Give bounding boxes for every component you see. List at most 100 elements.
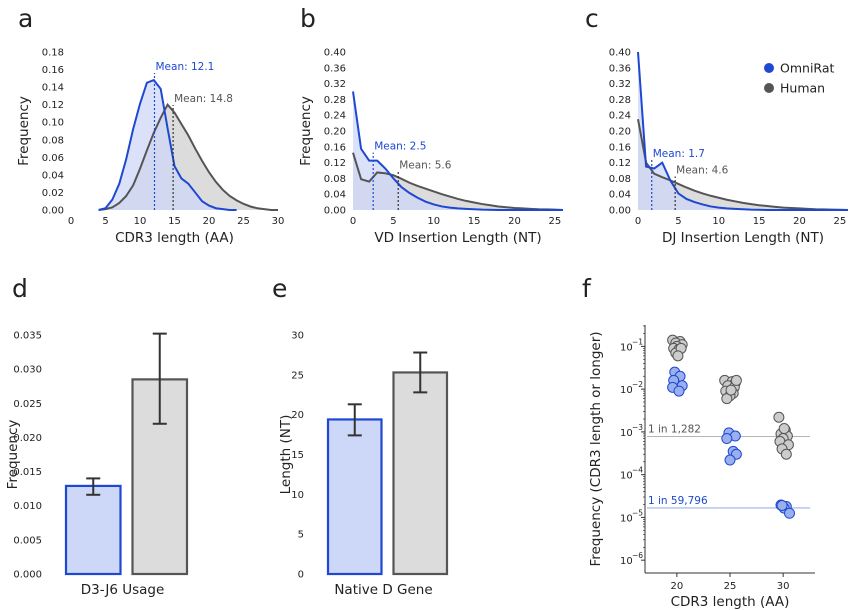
xtick-label-a-5: 25: [237, 216, 250, 227]
point-human-29: [780, 448, 792, 460]
ytick-label-b-3: 0.12: [324, 158, 346, 169]
xtick-label-b-0: 0: [350, 216, 356, 227]
area-fill-omnirat-a: [98, 80, 237, 210]
xtick-label-c-1: 5: [675, 216, 681, 227]
point-human-21: [773, 411, 785, 423]
xtick-label-a-3: 15: [168, 216, 181, 227]
reference-label-omnirat: 1 in 59,796: [648, 495, 708, 507]
y-axis-label-d: Frequency: [5, 420, 21, 490]
legend-marker-omnirat: [764, 63, 774, 73]
xtick-label-f-2: 30: [777, 581, 790, 592]
ytick-label-d-1: 0.005: [13, 535, 42, 546]
point-human-9: [672, 350, 684, 362]
ytick-label-f-5: 10: [620, 556, 633, 567]
ytick-label-b-10: 0.40: [324, 48, 346, 59]
ytick-label-e-3: 15: [291, 450, 304, 461]
point-omnirat-8: [721, 433, 733, 445]
ytick-label-e-5: 25: [291, 370, 304, 381]
series-line-human-a: [98, 102, 278, 211]
ytick-label-a-0: 0.00: [42, 206, 64, 217]
ytick-exponent-f-3: −4: [632, 466, 643, 475]
xtick-label-a-1: 5: [102, 216, 108, 227]
area-fill-omnirat-c: [638, 52, 848, 210]
series-line-omnirat-c: [637, 51, 848, 211]
ytick-label-c-0: 0.00: [609, 206, 631, 217]
ytick-label-c-3: 0.12: [609, 158, 631, 169]
series-line-human-b: [352, 152, 564, 211]
ytick-exponent-f-4: −5: [632, 508, 643, 517]
mean-label-human-a: Mean: 14.8: [174, 93, 233, 105]
y-axis-label-e: Length (NT): [278, 415, 294, 495]
ytick-label-b-2: 0.08: [324, 174, 346, 185]
y-axis-label-a: Frequency: [16, 96, 32, 166]
ytick-exponent-f-2: −3: [632, 423, 643, 432]
point-omnirat-5: [673, 385, 685, 397]
ytick-label-d-7: 0.035: [13, 331, 42, 342]
x-axis-label-b: VD Insertion Length (NT): [374, 230, 541, 246]
ytick-label-c-4: 0.16: [609, 142, 631, 153]
legend-label-human: Human: [780, 81, 825, 96]
bar-omnirat-d: [64, 484, 122, 576]
series-line-omnirat-a: [98, 78, 237, 211]
panel-label-d: d: [12, 274, 28, 303]
mean-label-omnirat-a: Mean: 12.1: [155, 61, 214, 73]
ytick-label-d-4: 0.020: [13, 433, 42, 444]
xtick-label-c-4: 20: [793, 216, 806, 227]
ytick-label-c-1: 0.04: [609, 190, 631, 201]
ytick-label-f-4: 10: [620, 513, 633, 524]
xtick-label-f-1: 25: [724, 581, 737, 592]
xtick-label-b-3: 15: [468, 216, 481, 227]
xtick-label-b-2: 10: [427, 216, 440, 227]
ytick-label-b-9: 0.36: [324, 63, 346, 74]
ytick-label-f-1: 10: [620, 385, 633, 396]
point-omnirat-11: [724, 454, 736, 466]
xtick-label-c-3: 15: [753, 216, 766, 227]
ytick-label-a-8: 0.16: [42, 65, 64, 76]
ytick-exponent-f-1: −2: [632, 380, 643, 389]
y-axis-label-b: Frequency: [298, 96, 314, 166]
ytick-label-b-0: 0.00: [324, 206, 346, 217]
xtick-label-c-2: 10: [712, 216, 725, 227]
ytick-label-c-2: 0.08: [609, 174, 631, 185]
ytick-label-a-5: 0.10: [42, 118, 64, 129]
ytick-label-c-6: 0.24: [609, 111, 631, 122]
ytick-label-b-5: 0.20: [324, 127, 346, 138]
ytick-label-a-9: 0.18: [42, 48, 64, 59]
ytick-label-d-2: 0.010: [13, 501, 42, 512]
ytick-label-a-1: 0.02: [42, 188, 64, 199]
point-human-18: [730, 374, 742, 386]
ytick-label-b-4: 0.16: [324, 142, 346, 153]
point-human-19: [721, 393, 733, 405]
ytick-label-b-6: 0.24: [324, 111, 346, 122]
panel-label-f: f: [582, 274, 592, 303]
ytick-label-b-1: 0.04: [324, 190, 346, 201]
ytick-label-c-8: 0.32: [609, 79, 631, 90]
ytick-exponent-f-0: −1: [632, 337, 643, 346]
ytick-label-f-0: 10: [620, 342, 633, 353]
panel-label-e: e: [272, 274, 287, 303]
panel-label-b: b: [300, 4, 316, 33]
xtick-label-c-5: 25: [834, 216, 847, 227]
x-axis-label-e: Native D Gene: [334, 582, 432, 598]
y-axis-label-f: Frequency (CDR3 length or longer): [588, 331, 604, 566]
ytick-label-f-2: 10: [620, 428, 633, 439]
point-human-20: [725, 384, 737, 396]
ytick-label-d-5: 0.025: [13, 399, 42, 410]
xtick-label-f-0: 20: [671, 581, 684, 592]
x-axis-label-d: D3-J6 Usage: [81, 582, 165, 598]
ytick-label-c-7: 0.28: [609, 95, 631, 106]
panel-label-c: c: [585, 4, 599, 33]
ytick-label-a-2: 0.04: [42, 170, 64, 181]
reference-label-human: 1 in 1,282: [648, 424, 701, 436]
x-axis-label-c: DJ Insertion Length (NT): [662, 230, 824, 246]
ytick-label-d-0: 0.000: [13, 570, 42, 581]
xtick-label-a-0: 0: [68, 216, 74, 227]
xtick-label-b-1: 5: [390, 216, 396, 227]
xtick-label-a-6: 30: [272, 216, 285, 227]
xtick-label-b-4: 20: [508, 216, 521, 227]
ytick-label-a-3: 0.06: [42, 153, 64, 164]
point-omnirat-15: [784, 507, 795, 519]
bar-omnirat-e: [326, 418, 383, 576]
mean-label-human-b: Mean: 5.6: [399, 159, 452, 171]
xtick-label-b-5: 25: [549, 216, 562, 227]
